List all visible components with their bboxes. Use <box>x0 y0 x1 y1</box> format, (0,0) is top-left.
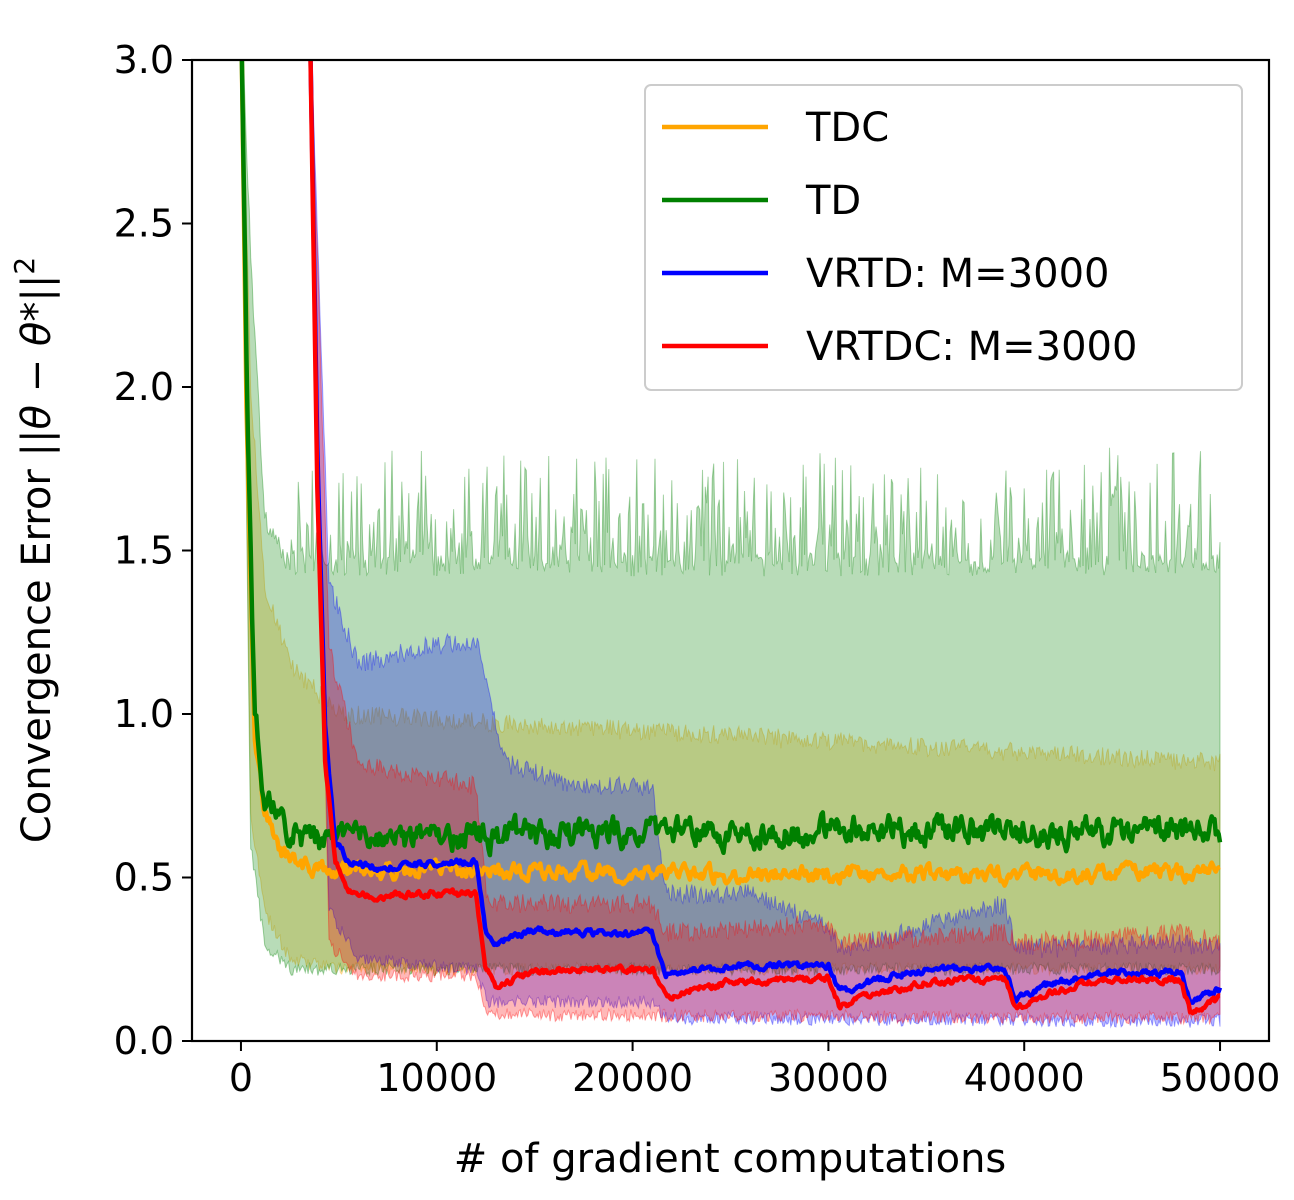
y-tick-label: 1.0 <box>114 692 174 736</box>
series-line-tdc <box>239 60 1221 888</box>
legend-label: TDC <box>805 105 889 151</box>
y-axis-title-prefix: Convergence Error || <box>14 430 60 844</box>
y-axis-title-theta: θ <box>14 405 60 429</box>
legend: TDC TD VRTD: M=3000 VRTDC: M=3000 <box>644 84 1243 391</box>
series-line-td <box>239 60 1223 858</box>
x-tick-label: 0 <box>229 1056 253 1100</box>
band-vrtd-m-3000 <box>309 60 1221 1029</box>
x-axis: 0 10000 20000 30000 40000 50000 <box>229 1041 1281 1100</box>
lines-layer <box>239 60 1223 1016</box>
y-axis-title-exponent: 2 <box>8 257 41 275</box>
y-axis-title-suffix: || <box>14 275 60 302</box>
y-tick-label: 2.5 <box>114 202 174 246</box>
x-tick-label: 30000 <box>768 1056 889 1100</box>
y-tick-label: 0.5 <box>114 856 174 900</box>
legend-label: VRTDC: M=3000 <box>806 324 1137 370</box>
y-axis-title-theta-star: θ* <box>14 302 60 346</box>
legend-label: VRTD: M=3000 <box>806 251 1110 297</box>
x-tick-label: 20000 <box>572 1056 693 1100</box>
legend-box <box>644 84 1243 391</box>
series-line-vrtd-m-3000 <box>308 60 1223 1005</box>
y-axis: 0.0 0.5 1.0 1.5 2.0 2.5 3.0 <box>114 38 192 1063</box>
series-line-vrtdc-m-3000 <box>308 60 1221 1016</box>
x-tick-label: 40000 <box>964 1056 1085 1100</box>
x-axis-title: # of gradient computations <box>454 1136 1007 1182</box>
y-tick-label: 1.5 <box>114 529 174 573</box>
band-tdc <box>240 60 1221 978</box>
band-vrtdc-m-3000 <box>309 60 1221 1026</box>
y-tick-label: 3.0 <box>114 38 174 82</box>
y-tick-label: 0.0 <box>114 1019 174 1063</box>
x-tick-label: 50000 <box>1160 1056 1281 1100</box>
y-axis-title: Convergence Error ||θ − θ*||2 <box>8 257 60 843</box>
y-axis-title-minus: − <box>14 346 60 405</box>
legend-label: TD <box>805 178 861 224</box>
bands-layer <box>240 60 1221 1029</box>
x-tick-label: 10000 <box>376 1056 497 1100</box>
y-tick-label: 2.0 <box>114 365 174 409</box>
band-td <box>240 60 1221 978</box>
